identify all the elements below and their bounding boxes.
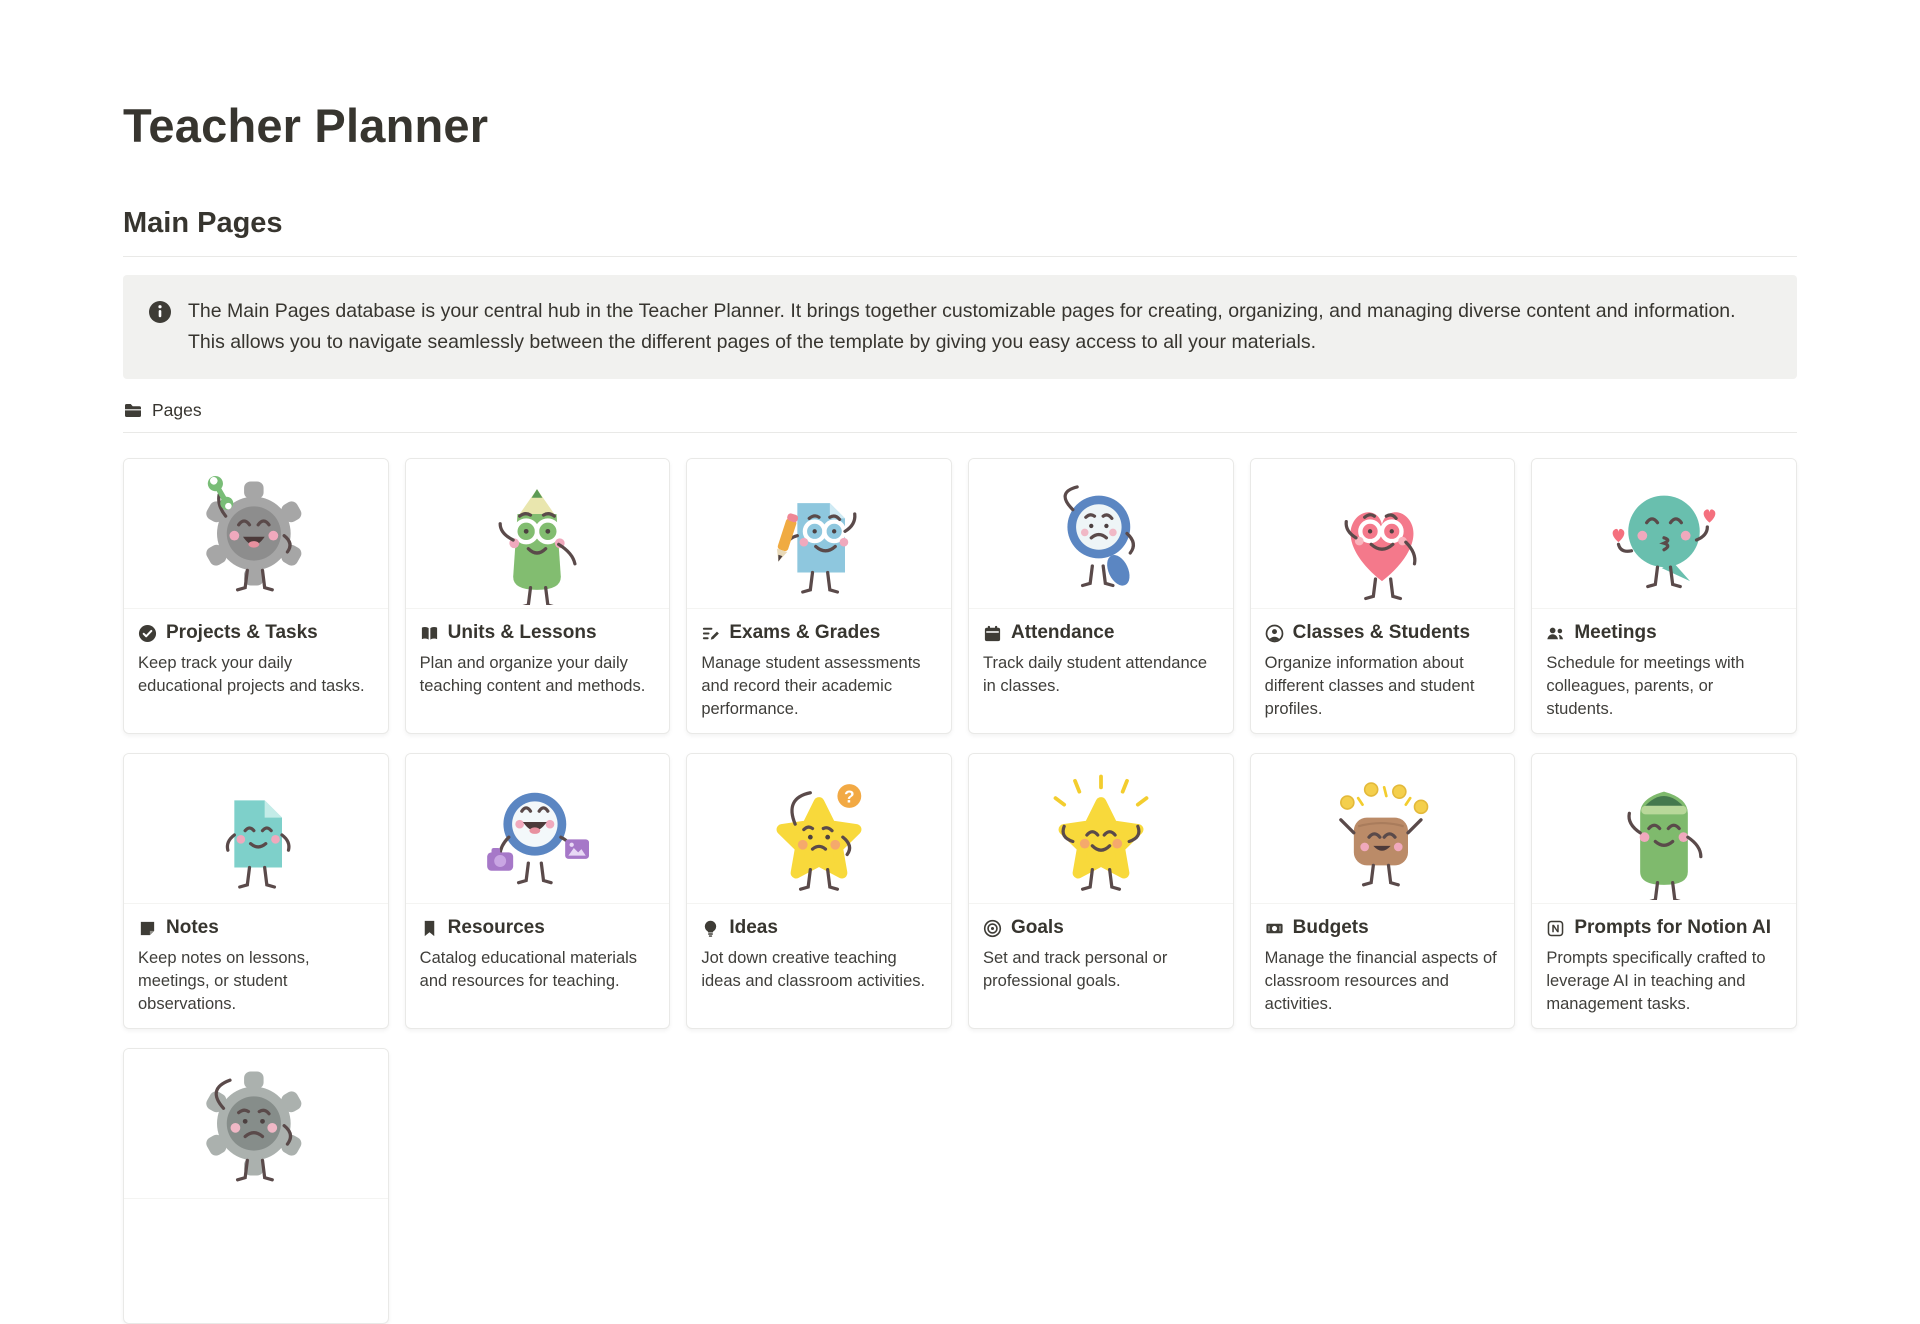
card-body: Ideas Jot down creative teaching ideas a…	[687, 904, 951, 1005]
person-circle-icon	[1265, 624, 1284, 643]
card-body: Notes Keep notes on lessons, meetings, o…	[124, 904, 388, 1028]
section-heading: Main Pages	[123, 207, 283, 239]
yellow-star-excited-character-illustration	[968, 754, 1233, 904]
page-card[interactable]: ? Ideas Jot down creative teaching ideas…	[686, 753, 952, 1029]
gear-character-sad-illustration	[124, 1049, 388, 1199]
card-title: Prompts for Notion AI	[1574, 917, 1771, 938]
teal-paper-character-illustration	[124, 754, 388, 904]
card-title-row: Classes & Students	[1265, 622, 1501, 644]
page-card[interactable]	[123, 1048, 389, 1324]
card-body: Units & Lessons Plan and organize your d…	[406, 609, 670, 710]
lightbulb-icon	[701, 919, 720, 938]
calendar-icon	[983, 624, 1002, 643]
page-card[interactable]: Attendance Track daily student attendanc…	[967, 458, 1234, 734]
card-title-row: Attendance	[983, 622, 1219, 644]
card-title: Notes	[166, 917, 219, 938]
card-title-row: Ideas	[701, 917, 937, 939]
card-description: Keep track your daily educational projec…	[138, 654, 365, 695]
card-description: Jot down creative teaching ideas and cla…	[701, 949, 926, 990]
brown-wallet-character-illustration	[1250, 754, 1515, 904]
page-card[interactable]: Resources Catalog educational materials …	[404, 753, 671, 1029]
card-description: Track daily student attendance in classe…	[982, 654, 1208, 695]
card-description: Manage student assessments and record th…	[701, 654, 921, 718]
notion-icon	[1546, 919, 1565, 938]
open-book-icon	[420, 624, 439, 643]
card-title-row: Exams & Grades	[701, 622, 937, 644]
card-title: Goals	[1010, 917, 1064, 938]
card-description: Schedule for meetings with colleagues, p…	[1546, 654, 1745, 718]
page-card[interactable]: Meetings Schedule for meetings with coll…	[1531, 458, 1797, 734]
card-description: Plan and organize your daily teaching co…	[419, 654, 646, 695]
page-card[interactable]: Classes & Students Organize information …	[1249, 458, 1516, 734]
page-card[interactable]: Projects & Tasks Keep track your daily e…	[123, 458, 389, 734]
pink-heart-character-illustration	[1250, 459, 1515, 609]
pages-gallery: Projects & Tasks Keep track your daily e…	[123, 458, 1797, 1324]
card-title-row: Prompts for Notion AI	[1546, 917, 1782, 939]
card-title: Budgets	[1292, 917, 1369, 938]
card-title-row: Goals	[983, 917, 1219, 939]
card-title: Exams & Grades	[729, 622, 881, 643]
card-body: Goals Set and track personal or professi…	[969, 904, 1233, 1005]
blue-magnifier-worried-character-illustration	[968, 459, 1233, 609]
card-title-row: Notes	[138, 917, 374, 939]
green-beanie-character-illustration	[1532, 754, 1796, 904]
card-description: Prompts specifically crafted to leverage…	[1546, 949, 1766, 1013]
card-body: Exams & Grades Manage student assessment…	[687, 609, 951, 733]
card-title: Meetings	[1574, 622, 1657, 643]
card-title-row: Projects & Tasks	[138, 622, 374, 644]
card-description: Catalog educational materials and resour…	[419, 949, 638, 990]
heading-divider	[123, 256, 1797, 257]
people-icon	[1546, 624, 1565, 643]
card-body: Classes & Students Organize information …	[1251, 609, 1515, 733]
card-body: Prompts for Notion AI Prompts specifical…	[1532, 904, 1796, 1028]
svg-text:?: ?	[844, 786, 855, 806]
folder-icon	[123, 401, 143, 421]
page-card[interactable]: Goals Set and track personal or professi…	[967, 753, 1234, 1029]
tab-pages-label: Pages	[152, 400, 202, 420]
info-icon	[148, 300, 172, 324]
card-description: Set and track personal or professional g…	[982, 949, 1168, 990]
teal-bubble-kiss-character-illustration	[1532, 459, 1796, 609]
page-title: Teacher Planner	[123, 99, 489, 152]
card-title-row: Budgets	[1265, 917, 1501, 939]
card-title: Attendance	[1010, 622, 1115, 643]
page-card[interactable]: Prompts for Notion AI Prompts specifical…	[1531, 753, 1797, 1029]
card-title: Units & Lessons	[447, 622, 597, 643]
yellow-star-question-character-illustration: ?	[687, 754, 951, 904]
card-title-row: Resources	[420, 917, 656, 939]
blue-magnifier-camera-character-illustration	[405, 754, 670, 904]
page-card[interactable]: Budgets Manage the financial aspects of …	[1249, 753, 1516, 1029]
banknote-icon	[1265, 919, 1284, 938]
gear-character-happy-illustration	[124, 459, 388, 609]
card-title: Resources	[447, 917, 545, 938]
card-title: Ideas	[729, 917, 778, 938]
page-card[interactable]: Notes Keep notes on lessons, meetings, o…	[123, 753, 389, 1029]
green-pencil-character-illustration	[405, 459, 670, 609]
card-body: Attendance Track daily student attendanc…	[969, 609, 1233, 710]
card-body: Resources Catalog educational materials …	[406, 904, 670, 1005]
card-description: Manage the financial aspects of classroo…	[1264, 949, 1497, 1013]
card-body: Budgets Manage the financial aspects of …	[1251, 904, 1515, 1028]
note-icon	[138, 919, 157, 938]
page-card[interactable]: Exams & Grades Manage student assessment…	[686, 458, 952, 734]
card-description: Organize information about different cla…	[1264, 654, 1475, 718]
check-circle-icon	[138, 624, 157, 643]
bookmark-icon	[420, 919, 439, 938]
blue-document-character-illustration	[687, 459, 951, 609]
card-body: Meetings Schedule for meetings with coll…	[1532, 609, 1796, 733]
edit-list-icon	[701, 624, 720, 643]
card-title-row: Meetings	[1546, 622, 1782, 644]
callout-text: The Main Pages database is your central …	[188, 300, 1736, 353]
card-title: Projects & Tasks	[166, 622, 318, 643]
card-title: Classes & Students	[1292, 622, 1471, 643]
info-callout: The Main Pages database is your central …	[123, 275, 1797, 379]
card-body: Projects & Tasks Keep track your daily e…	[124, 609, 388, 710]
target-icon	[983, 919, 1002, 938]
page-card[interactable]: Units & Lessons Plan and organize your d…	[404, 458, 671, 734]
card-title-row: Units & Lessons	[420, 622, 656, 644]
tab-pages[interactable]: Pages	[123, 400, 202, 421]
view-tabs: Pages	[123, 400, 1797, 433]
card-description: Keep notes on lessons, meetings, or stud…	[138, 949, 310, 1013]
